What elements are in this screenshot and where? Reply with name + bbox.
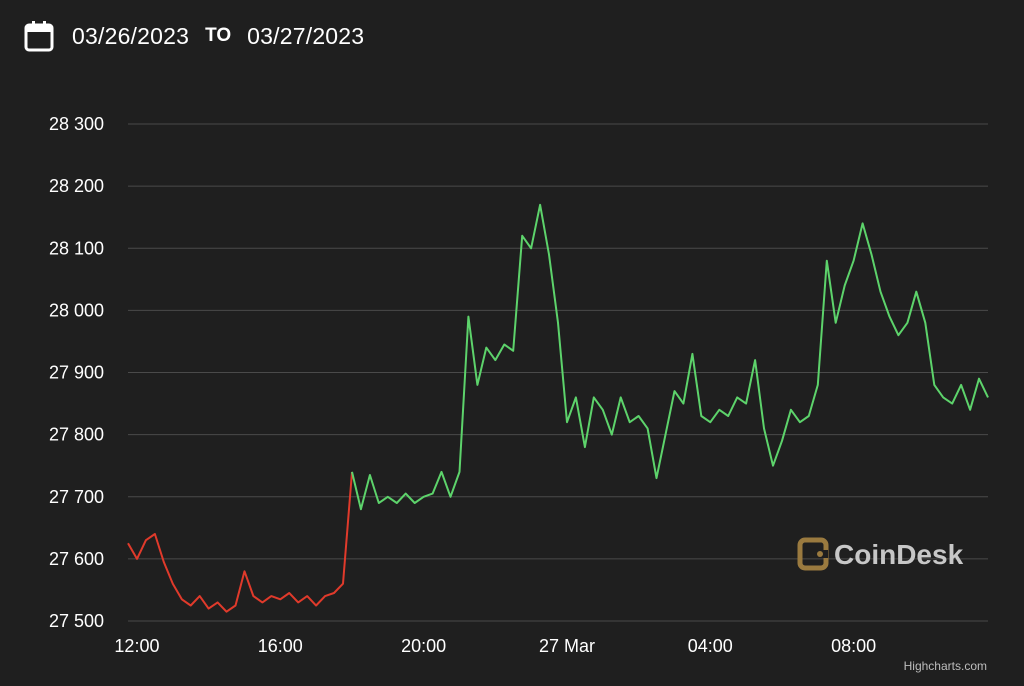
y-tick-label: 27 500 [49,611,104,631]
y-tick-label: 28 100 [49,238,104,258]
price-series [127,203,989,613]
date-from[interactable]: 03/26/2023 [72,22,190,49]
y-tick-label: 28 000 [49,300,104,320]
x-tick-label: 27 Mar [539,636,595,656]
x-tick-label: 12:00 [114,636,159,656]
y-tick-label: 27 800 [49,425,104,445]
to-label: TO [205,25,232,46]
highcharts-credit[interactable]: Highcharts.com [904,659,987,673]
calendar-icon[interactable] [24,20,54,52]
coindesk-wordmark: CoinDesk [834,539,964,570]
series-line-down [127,471,353,613]
y-tick-label: 27 900 [49,363,104,383]
coindesk-watermark: CoinDesk [797,537,964,571]
date-range-bar: 03/26/2023 TO 03/27/2023 [24,18,364,54]
x-tick-label: 04:00 [688,636,733,656]
x-tick-label: 16:00 [258,636,303,656]
y-tick-label: 27 700 [49,487,104,507]
coindesk-logo-icon [797,537,829,571]
x-axis-labels: 12:00 16:00 20:00 27 Mar 04:00 08:00 [114,636,876,656]
y-tick-label: 28 200 [49,176,104,196]
y-tick-label: 27 600 [49,549,104,569]
date-to[interactable]: 03/27/2023 [247,22,365,49]
x-tick-label: 20:00 [401,636,446,656]
y-axis-labels: 27 500 27 600 27 700 27 800 27 900 28 000 28 1… [49,114,104,631]
y-tick-label: 28 300 [49,114,104,134]
x-tick-label: 08:00 [831,636,876,656]
series-line-up [351,203,989,511]
grid-lines [128,123,988,622]
logo-dot [817,551,823,557]
